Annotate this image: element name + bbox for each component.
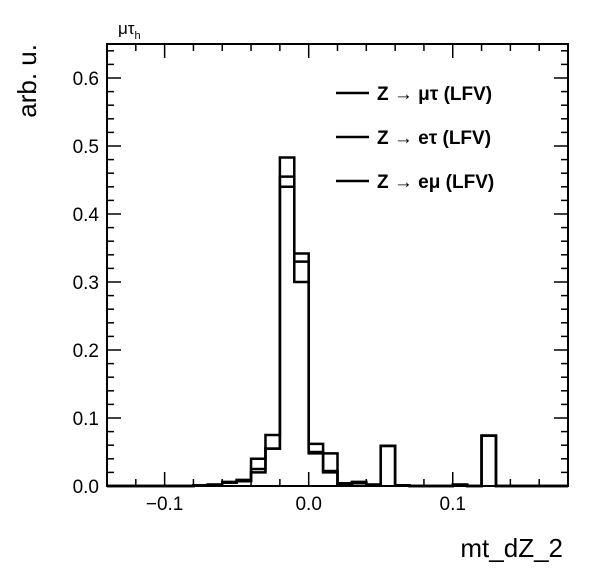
y-tick-label: 0.3 — [73, 273, 99, 294]
legend-text-part: Z — [377, 172, 394, 193]
legend-text-part: eτ — [418, 128, 442, 149]
x-tick-label: 0.1 — [440, 494, 466, 515]
legend-entry: Z → eτ (LFV) — [377, 128, 491, 149]
legend-text-part: Z — [377, 84, 394, 105]
x-tick-label: −0.1 — [146, 494, 184, 515]
legend-entry: Z → μτ (LFV) — [377, 84, 492, 105]
y-axis-title: arb. u. — [12, 44, 42, 118]
histogram-series-3 — [107, 185, 568, 488]
histogram-series — [107, 156, 568, 488]
legend-text-part: → — [394, 84, 418, 105]
legend-text-part: → — [394, 172, 418, 193]
channel-label-subscript: h — [135, 30, 141, 42]
legend-entry: Z → eμ (LFV) — [377, 172, 494, 193]
x-tick-label: 0.0 — [295, 494, 321, 515]
axis-ticks: 0.0 0.1 0.2 0.3 0.4 0.5 0.6 −0.1 0.0 0.1 — [73, 44, 569, 515]
x-axis-title: mt_dZ_2 — [460, 533, 563, 563]
legend-text-part: (LFV) — [444, 84, 493, 105]
legend-text-part: Z — [377, 128, 394, 149]
legend: Z → μτ (LFV)Z → eτ (LFV)Z → eμ (LFV) — [336, 84, 494, 193]
plot-frame — [106, 43, 569, 487]
legend-text-part: → — [394, 128, 418, 149]
y-tick-label: 0.0 — [73, 477, 99, 498]
legend-text-part: eμ — [418, 172, 445, 193]
histogram-series-1 — [107, 156, 568, 488]
histogram-series-2 — [107, 175, 568, 488]
channel-label: μτh — [118, 19, 141, 42]
y-tick-label: 0.5 — [73, 137, 99, 158]
y-tick-label: 0.4 — [73, 205, 100, 226]
legend-text-part: (LFV) — [446, 172, 495, 193]
y-tick-label: 0.6 — [73, 69, 99, 90]
legend-text-part: μτ — [418, 84, 443, 105]
y-tick-label: 0.2 — [73, 341, 99, 362]
legend-text-part: (LFV) — [443, 128, 492, 149]
y-tick-label: 0.1 — [73, 409, 99, 430]
